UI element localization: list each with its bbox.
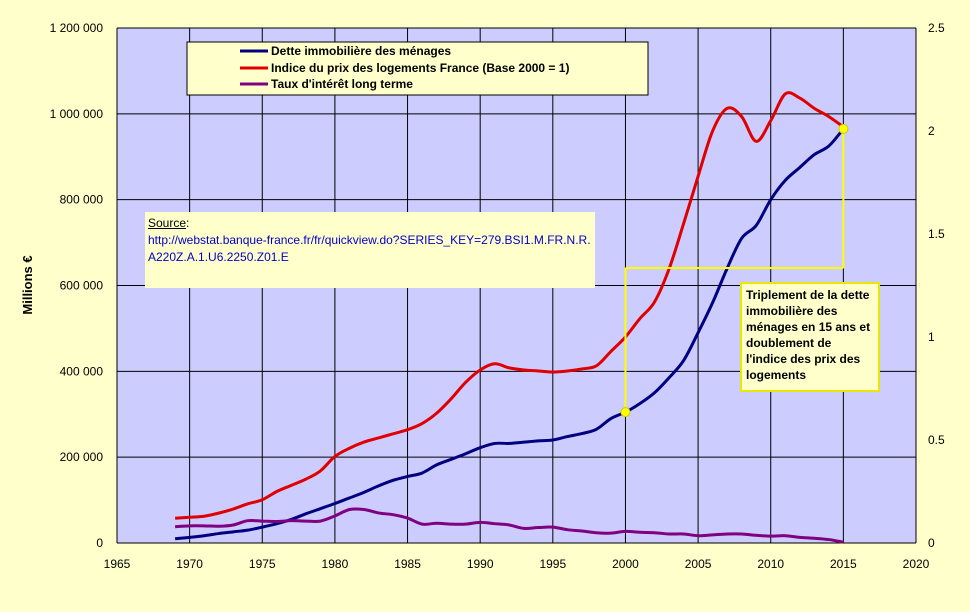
series-line-1 <box>175 91 845 520</box>
x-tick-label: 1970 <box>176 557 203 571</box>
source-url[interactable]: http://webstat.banque-france.fr/fr/quick… <box>148 233 591 264</box>
annotation-marker <box>838 123 849 134</box>
y-axis-right-ticks: 0 0.5 1 1.5 2 2.5 <box>928 21 945 550</box>
y-left-tick-label: 1 000 000 <box>50 107 104 121</box>
y-left-tick-label: 1 200 000 <box>50 21 104 35</box>
x-tick-label: 1985 <box>394 557 421 571</box>
legend-label-debt: Dette immobilière des ménages <box>271 44 451 58</box>
y-left-tick-label: 800 000 <box>60 193 104 207</box>
x-tick-label: 1980 <box>322 557 349 571</box>
x-axis-ticks: 1965 1970 1975 1980 1985 1990 1995 2000 2005 2010… <box>104 557 930 571</box>
x-tick-label: 1975 <box>249 557 276 571</box>
legend-label-price: Indice du prix des logements France (Bas… <box>271 61 569 75</box>
y-left-tick-label: 0 <box>96 536 103 550</box>
source-title: Source <box>148 216 187 230</box>
legend: Dette immobilière des ménages Indice du … <box>186 41 649 96</box>
annotation-layer <box>620 123 849 418</box>
y-left-tick-label: 400 000 <box>60 364 104 378</box>
x-tick-label: 2005 <box>685 557 712 571</box>
y-right-tick-label: 1 <box>928 330 935 344</box>
source-colon: : <box>186 216 190 230</box>
y-right-tick-label: 2.5 <box>928 21 945 35</box>
y-axis-label: Millions € <box>20 255 35 314</box>
note-annotation: Triplement de la dette immobilière des m… <box>740 282 880 392</box>
y-left-tick-label: 600 000 <box>60 279 104 293</box>
series-line-2 <box>175 507 844 544</box>
y-right-tick-label: 0.5 <box>928 433 945 447</box>
y-right-tick-label: 1.5 <box>928 227 945 241</box>
x-tick-label: 2010 <box>757 557 784 571</box>
y-right-tick-label: 2 <box>928 124 935 138</box>
y-right-tick-label: 0 <box>928 536 935 550</box>
y-axis-left-ticks: 0 200 000 400 000 600 000 800 000 1 000 000 1 … <box>50 21 104 550</box>
y-left-tick-label: 200 000 <box>60 450 104 464</box>
series-layer <box>174 91 845 544</box>
x-tick-label: 2020 <box>903 557 930 571</box>
x-tick-label: 2000 <box>612 557 639 571</box>
x-tick-label: 1995 <box>539 557 566 571</box>
source-annotation: Source: http://webstat.banque-france.fr/… <box>145 212 595 288</box>
legend-label-rate: Taux d'intérêt long terme <box>271 77 413 91</box>
x-tick-label: 1990 <box>467 557 494 571</box>
annotation-marker <box>620 407 631 418</box>
x-tick-label: 1965 <box>104 557 131 571</box>
x-tick-label: 2015 <box>830 557 857 571</box>
